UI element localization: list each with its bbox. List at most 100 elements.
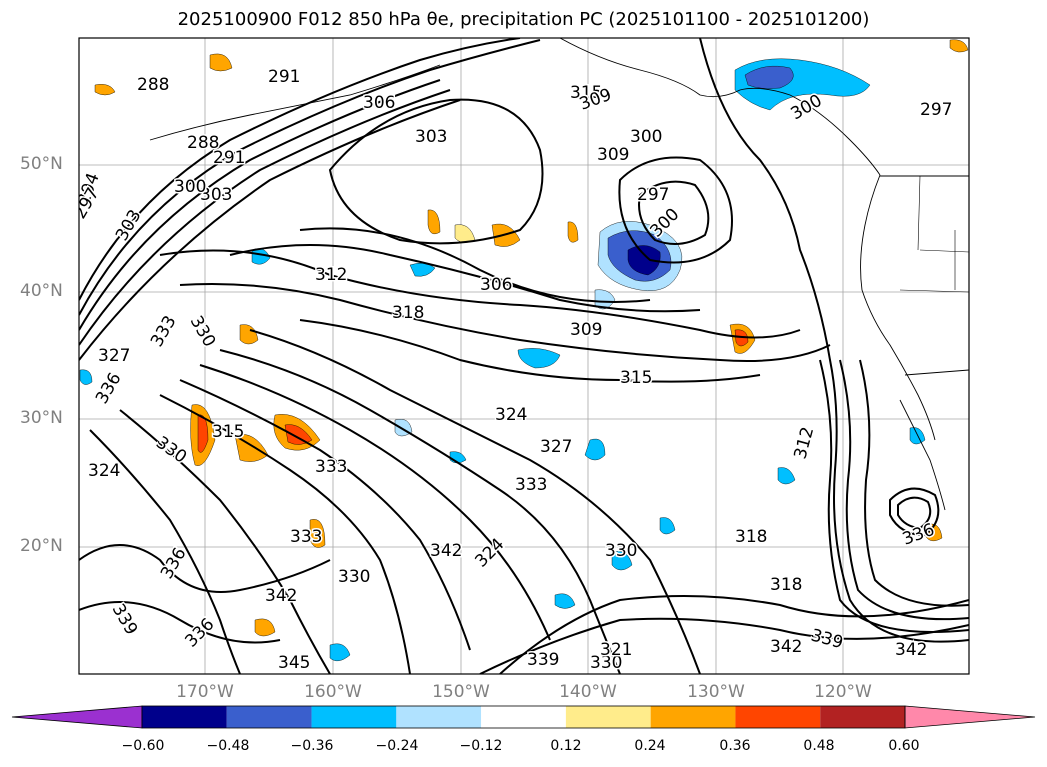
coastlines [149,38,969,511]
precip-blob-south-4 [659,517,676,535]
colorbar-tick: −0.12 [459,738,503,754]
contour-label: 312 [315,265,347,285]
contour-303-ring [328,98,544,245]
precip-blob-south-7 [777,467,796,485]
precip-blob-hot-11 [94,84,116,96]
lat-label-20n: 20°N [20,536,63,556]
graticule [79,38,969,674]
contour-label: 333 [515,475,547,495]
contour-330 [179,379,471,651]
precip-blob-hot-10 [209,53,233,72]
contour-label: 303 [415,127,447,147]
precip-blob-hot-14 [949,39,969,53]
contour-jet-5 [79,99,461,361]
colorbar-tick: 0.48 [803,738,835,754]
contour-label: 330 [338,567,370,587]
precip-blob-south-2 [554,593,576,609]
contour-low-alaska [618,156,733,264]
precip-blob-south-3 [329,643,351,662]
precip-shading [79,39,969,662]
contour-low-alaska-2 [638,180,710,245]
contour-label: 318 [392,303,424,323]
lat-label-30n: 30°N [20,408,63,428]
contour-label: 327 [98,346,130,366]
colorbar-tick: −0.36 [290,738,334,754]
contour-south-2 [479,617,969,674]
contour-east-2 [819,359,969,633]
contour-333 [159,394,411,674]
contour-ring-east-2 [897,496,932,530]
contour-label: 345 [278,653,310,673]
colorbar-tick: 0.36 [719,738,751,754]
precip-blob-hot-9 [239,324,259,345]
contour-east-1 [699,38,969,643]
contour-sw-1 [79,544,331,593]
contour-label: 315 [570,83,602,103]
contour-label: 330 [590,653,622,673]
contour-sw-2 [79,601,281,644]
contour-label: 342 [430,541,462,561]
contour-306 [299,227,651,303]
contour-label: 315 [212,422,244,442]
contour-label: 327 [540,437,572,457]
precip-blob-west-1 [79,369,93,385]
lat-label-50n: 50°N [20,154,63,174]
contour-label: 291 [213,148,245,168]
contour-312 [159,249,801,339]
map-frame [78,37,970,675]
precip-blob-hot-15 [924,523,943,542]
contour-label: 315 [620,368,652,388]
colorbar-tick: −0.24 [375,738,419,754]
precip-blob-hot-4 [491,223,521,247]
contour-label: 342 [895,640,927,660]
contour-label: 342 [265,586,297,606]
contour-318 [179,283,831,362]
contour-324 [219,349,621,674]
lon-label-130w: 130°W [687,682,745,702]
contour-315 [299,319,761,383]
precip-blob-hot-2-core [284,424,313,445]
precip-blob-south-5 [611,551,633,571]
contour-east-4 [859,359,969,607]
contour-label: 306 [480,275,512,295]
precip-blob-south-1 [584,438,606,461]
contour-label: 291 [268,67,300,87]
colorbar-tick: 0.60 [888,738,920,754]
lon-label-140w: 140°W [559,682,617,702]
contour-label: 303 [200,185,232,205]
contour-321 [249,329,701,674]
contour-label: 342 [770,637,802,657]
contour-label: 309 [570,320,602,340]
contour-label: 318 [735,527,767,547]
contour-label: 288 [187,133,219,153]
contour-label: 330 [605,541,637,561]
contour-336 [119,409,331,674]
precip-blob-hot-5 [427,209,441,235]
contour-label: 318 [770,575,802,595]
contour-label: 297 [637,185,669,205]
contour-east-3 [839,359,969,621]
contour-label: 324 [88,461,120,481]
contour-label: 300 [630,127,662,147]
contour-jet-3 [79,79,441,331]
precip-blob-gulf-alaska-core2 [627,245,661,276]
contour-label: 324 [495,405,527,425]
precip-blob-mid-1 [517,348,561,369]
contour-ring-east [889,487,940,537]
alaska-coast [559,38,881,176]
us-mexico-border [904,369,969,376]
precip-blob-hot-8 [254,618,276,637]
lon-label-160w: 160°W [304,682,362,702]
contour-339 [89,429,241,674]
contour-south-1 [499,595,969,674]
contour-jet-4 [79,89,451,346]
chart-title: 2025100900 F012 850 hPa θe, precipitatio… [177,9,870,30]
contour-label: 309 [597,145,629,165]
precip-blob-alaska-coast-2 [744,65,794,89]
contour-jet-1 [79,38,521,301]
colorbar-tick: 0.12 [550,738,582,754]
state-lines [899,175,969,293]
contour-jet-2 [79,39,541,316]
contour-label: 333 [290,527,322,547]
